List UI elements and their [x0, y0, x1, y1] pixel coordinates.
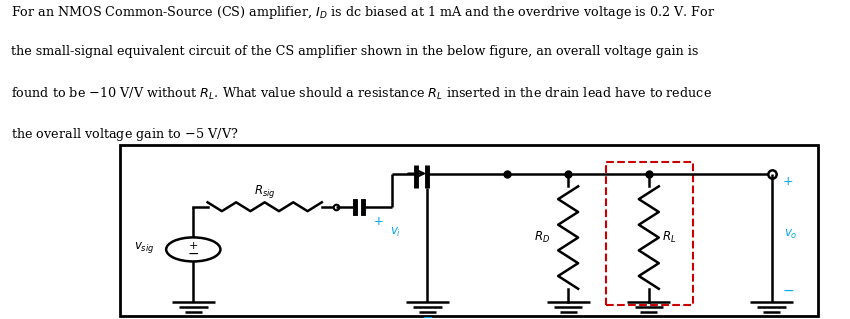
- Text: $v_{sig}$: $v_{sig}$: [133, 240, 154, 255]
- Text: −: −: [422, 312, 433, 319]
- Text: +: +: [189, 241, 198, 251]
- Text: −: −: [188, 247, 199, 261]
- Text: the overall voltage gain to $-$5 V/V?: the overall voltage gain to $-$5 V/V?: [11, 126, 239, 143]
- Text: $R_D$: $R_D$: [534, 230, 550, 245]
- Text: $R_{sig}$: $R_{sig}$: [254, 183, 275, 200]
- Text: −: −: [782, 284, 794, 298]
- Text: $R_L$: $R_L$: [661, 230, 676, 245]
- Text: +: +: [782, 175, 793, 188]
- Text: $v_o$: $v_o$: [785, 228, 798, 241]
- Bar: [606, 161, 693, 305]
- Text: found to be $-$10 V/V without $R_L$. What value should a resistance $R_L$ insert: found to be $-$10 V/V without $R_L$. Wha…: [11, 85, 712, 102]
- Text: $v_i$: $v_i$: [390, 226, 401, 240]
- Text: the small-signal equivalent circuit of the CS amplifier shown in the below figur: the small-signal equivalent circuit of t…: [11, 45, 699, 58]
- Text: +: +: [374, 215, 384, 228]
- Text: For an NMOS Common-Source (CS) amplifier, $I_D$ is dc biased at 1 mA and the ove: For an NMOS Common-Source (CS) amplifier…: [11, 4, 716, 21]
